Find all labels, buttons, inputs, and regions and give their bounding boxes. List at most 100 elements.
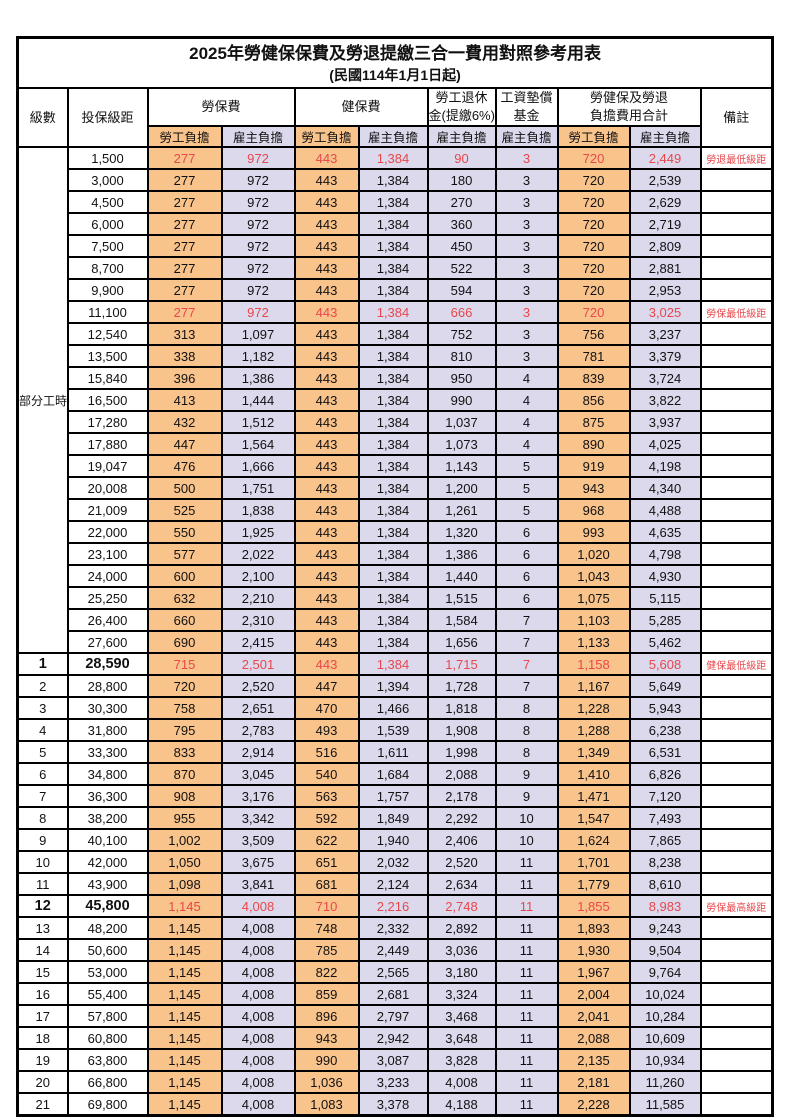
wage-fund-employer-cell: 11 (494, 916, 559, 940)
salary-bracket-cell: 50,600 (66, 938, 149, 962)
salary-bracket-cell: 20,008 (66, 476, 149, 500)
note-cell (699, 278, 774, 302)
group-label-cell: 部分工時 (16, 146, 69, 654)
salary-bracket-cell: 26,400 (66, 608, 149, 632)
total-employer-cell: 8,983 (628, 894, 702, 918)
labor-employee-cell: 715 (146, 652, 223, 676)
total-employer-cell: 4,930 (628, 564, 702, 588)
labor-employee-cell: 908 (146, 784, 223, 808)
table-row: 16 55,400 1,145 4,008 859 2,681 3,324 11 2,004 10… (16, 982, 774, 1006)
wage-fund-employer-cell: 11 (494, 1070, 559, 1094)
health-employee-cell: 943 (293, 1026, 360, 1050)
total-employer-cell: 5,649 (628, 674, 702, 698)
note-cell (699, 630, 774, 654)
note-cell (699, 212, 774, 236)
wage-fund-employer-cell: 11 (494, 1048, 559, 1072)
level-cell: 14 (16, 938, 69, 962)
health-employer-cell: 1,394 (357, 674, 429, 698)
labor-employee-cell: 396 (146, 366, 223, 390)
total-employee-cell: 1,893 (556, 916, 631, 940)
labor-employer-cell: 972 (220, 234, 296, 258)
table-row: 17,280 432 1,512 443 1,384 1,037 4 875 3,937 (18, 410, 774, 434)
labor-employer-cell: 1,751 (220, 476, 296, 500)
total-employer-cell: 11,260 (628, 1070, 702, 1094)
pension-employer-cell: 666 (426, 300, 497, 324)
wage-fund-employer-cell: 7 (494, 630, 559, 654)
level-cell: 15 (16, 960, 69, 984)
salary-bracket-cell: 21,009 (66, 498, 149, 522)
wage-fund-employer-cell: 8 (494, 718, 559, 742)
labor-employee-cell: 955 (146, 806, 223, 830)
health-employee-cell: 443 (293, 520, 360, 544)
note-cell (699, 608, 774, 632)
health-employer-cell: 3,378 (357, 1092, 429, 1117)
labor-employee-cell: 1,145 (146, 960, 223, 984)
wage-fund-employer-cell: 3 (494, 190, 559, 214)
wage-fund-employer-cell: 5 (494, 476, 559, 500)
salary-bracket-cell: 69,800 (66, 1092, 149, 1117)
table-row: 15,840 396 1,386 443 1,384 950 4 839 3,724 (18, 366, 774, 390)
table-row: 18 60,800 1,145 4,008 943 2,942 3,648 11 2,088 10… (16, 1026, 774, 1050)
total-employer-cell: 3,937 (628, 410, 702, 434)
salary-bracket-cell: 12,540 (66, 322, 149, 346)
level-cell: 16 (16, 982, 69, 1006)
total-employer-cell: 4,340 (628, 476, 702, 500)
labor-employee-cell: 758 (146, 696, 223, 720)
pension-employer-cell: 950 (426, 366, 497, 390)
health-employee-cell: 443 (293, 168, 360, 192)
health-employer-cell: 2,124 (357, 872, 429, 896)
labor-employer-cell: 1,182 (220, 344, 296, 368)
health-employee-cell: 443 (293, 322, 360, 346)
total-employer-cell: 2,539 (628, 168, 702, 192)
wage-fund-employer-cell: 6 (494, 542, 559, 566)
health-employee-cell: 443 (293, 278, 360, 302)
health-employer-cell: 1,384 (357, 630, 429, 654)
total-employee-cell: 1,075 (556, 586, 631, 610)
table-row: 13,500 338 1,182 443 1,384 810 3 781 3,379 (18, 344, 774, 368)
total-employee-cell: 839 (556, 366, 631, 390)
wage-fund-employer-cell: 3 (494, 234, 559, 258)
labor-employer-cell: 3,045 (220, 762, 296, 786)
labor-employee-cell: 1,145 (146, 1092, 223, 1117)
labor-employee-cell: 277 (146, 190, 223, 214)
labor-employer-cell: 1,925 (220, 520, 296, 544)
subheader-labor-employee: 勞工負擔 (146, 125, 223, 148)
note-cell: 健保最低級距 (699, 652, 774, 676)
note-cell (699, 388, 774, 412)
subheader-health-employer: 雇主負擔 (357, 125, 429, 148)
pension-employer-cell: 1,037 (426, 410, 497, 434)
labor-employer-cell: 1,838 (220, 498, 296, 522)
table-row: 23,100 577 2,022 443 1,384 1,386 6 1,020 4,798 (18, 542, 774, 566)
health-employer-cell: 2,942 (357, 1026, 429, 1050)
table-row: 10 42,000 1,050 3,675 651 2,032 2,520 11 1,701 8,… (16, 850, 774, 874)
wage-fund-employer-cell: 11 (494, 982, 559, 1006)
labor-employee-cell: 1,145 (146, 916, 223, 940)
header-total-line2: 負擔費用合計 (589, 108, 668, 123)
labor-employee-cell: 277 (146, 256, 223, 280)
labor-employer-cell: 972 (220, 146, 296, 170)
labor-employee-cell: 277 (146, 278, 223, 302)
total-employee-cell: 2,181 (556, 1070, 631, 1094)
wage-fund-employer-cell: 6 (494, 564, 559, 588)
labor-employer-cell: 2,783 (220, 718, 296, 742)
salary-bracket-cell: 28,800 (66, 674, 149, 698)
wage-fund-employer-cell: 11 (494, 894, 559, 918)
note-cell (699, 476, 774, 500)
total-employer-cell: 5,608 (628, 652, 702, 676)
header-labor-insurance: 勞保費 (146, 87, 296, 127)
level-cell: 3 (16, 696, 69, 720)
note-cell (699, 696, 774, 720)
total-employee-cell: 1,288 (556, 718, 631, 742)
health-employee-cell: 493 (293, 718, 360, 742)
table-row: 21,009 525 1,838 443 1,384 1,261 5 968 4,488 (18, 498, 774, 522)
labor-employer-cell: 4,008 (220, 1004, 296, 1028)
health-employee-cell: 443 (293, 498, 360, 522)
total-employer-cell: 9,764 (628, 960, 702, 984)
labor-employee-cell: 870 (146, 762, 223, 786)
total-employer-cell: 10,024 (628, 982, 702, 1006)
health-employer-cell: 1,940 (357, 828, 429, 852)
table-row: 12 45,800 1,145 4,008 710 2,216 2,748 11 1,855 8,… (16, 894, 774, 918)
wage-fund-employer-cell: 6 (494, 520, 559, 544)
labor-employer-cell: 1,512 (220, 410, 296, 434)
total-employer-cell: 6,826 (628, 762, 702, 786)
